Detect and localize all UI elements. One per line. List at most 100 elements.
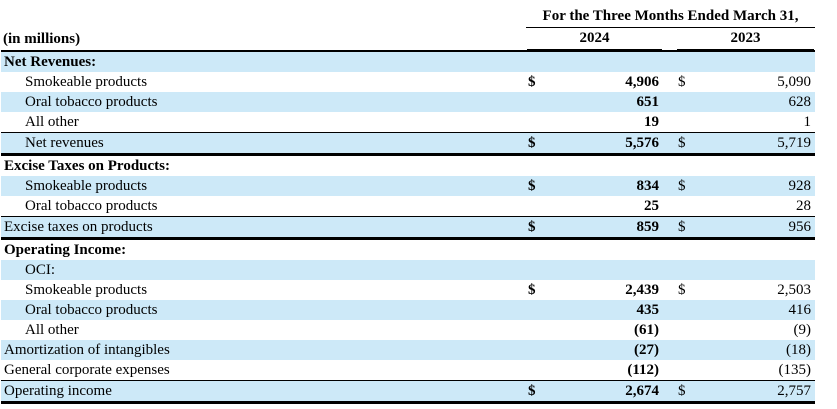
column-header-row: (in millions) 2024 2023 — [1, 28, 816, 51]
section-header-row: Excise Taxes on Products: — [1, 155, 815, 177]
currency-symbol-2023 — [676, 51, 701, 72]
table-row: Amortization of intangibles (27) (18) — [1, 340, 816, 360]
currency-symbol-2024: $ — [528, 177, 536, 194]
value-2024: 2,674 — [625, 382, 659, 399]
currency-symbol-2023 — [676, 155, 701, 177]
currency-symbol-2024 — [526, 300, 551, 320]
column-gap — [663, 112, 676, 133]
table-row: Oral tobacco products 435 416 — [1, 300, 816, 320]
table-row: Oral tobacco products 25 28 — [1, 196, 815, 217]
value-2023: (9) — [793, 321, 812, 338]
period-header-cell: For the Three Months Ended March 31, — [526, 5, 816, 28]
value-2024: 19 — [644, 113, 659, 130]
value-2023 — [701, 155, 815, 177]
section-header-row: Net Revenues: — [1, 51, 816, 72]
currency-symbol-2023 — [676, 260, 701, 280]
currency-symbol-2023 — [676, 340, 701, 360]
header-spacer — [1, 5, 526, 28]
currency-symbol-2023: $ — [678, 134, 686, 151]
value-2023: 2,503 — [777, 281, 812, 298]
financial-table: For the Three Months Ended March 31, (in… — [1, 5, 816, 404]
value-2024: 2,439 — [625, 281, 659, 298]
value-2023: 628 — [788, 93, 812, 110]
column-gap — [663, 320, 676, 340]
value-2023: 416 — [788, 301, 812, 318]
row-label: Oral tobacco products — [25, 301, 158, 318]
unit-label: (in millions) — [3, 31, 81, 47]
value-2023 — [701, 239, 815, 261]
table-row: Net revenues $5,576 $5,719 — [1, 132, 816, 155]
column-gap — [663, 155, 676, 177]
year-2024-label: 2024 — [527, 29, 662, 50]
row-label: Smokeable products — [25, 73, 148, 90]
currency-symbol-2024: $ — [528, 218, 536, 235]
currency-symbol-2023: $ — [678, 281, 686, 298]
value-2024 — [551, 155, 663, 177]
row-label: Amortization of intangibles — [4, 341, 170, 358]
column-gap — [663, 72, 676, 92]
value-2024: 859 — [636, 218, 660, 235]
row-label: Oral tobacco products — [25, 197, 158, 214]
column-gap — [663, 196, 676, 217]
currency-symbol-2024 — [526, 51, 551, 72]
value-2024: 834 — [636, 177, 660, 194]
value-2024 — [551, 239, 663, 261]
value-2024: 5,576 — [625, 134, 659, 151]
value-2024: 435 — [636, 301, 660, 318]
row-label: Excise Taxes on Products: — [4, 157, 170, 174]
currency-symbol-2024: $ — [528, 134, 536, 151]
currency-symbol-2024 — [526, 360, 551, 381]
column-gap — [663, 28, 676, 51]
currency-symbol-2024 — [526, 239, 551, 261]
column-gap — [663, 239, 676, 261]
currency-symbol-2024 — [526, 155, 551, 177]
currency-symbol-2023 — [676, 196, 701, 217]
value-2023: 956 — [788, 218, 812, 235]
row-label: All other — [25, 113, 79, 130]
column-gap — [663, 260, 676, 280]
table-row: Operating income $2,674 $2,757 — [1, 380, 816, 403]
currency-symbol-2024: $ — [528, 281, 536, 298]
value-2023: 28 — [796, 197, 812, 214]
value-2023: 5,090 — [777, 73, 812, 90]
table-row: Smokeable products $834 $928 — [1, 176, 816, 196]
value-2024: (27) — [634, 341, 659, 358]
row-label: Net Revenues: — [4, 53, 97, 70]
column-gap — [663, 381, 676, 403]
row-label: Net revenues — [25, 134, 104, 151]
row-label: Operating Income: — [4, 241, 127, 258]
currency-symbol-2023: $ — [678, 177, 686, 194]
column-gap — [663, 92, 676, 112]
table-row: Oral tobacco products 651 628 — [1, 92, 816, 112]
table-row: All other (61) (9) — [1, 320, 815, 340]
value-2023: (18) — [786, 341, 812, 358]
table-row: General corporate expenses (112) (135) — [1, 360, 815, 381]
currency-symbol-2024 — [526, 112, 551, 133]
year-2023-header: 2023 — [676, 28, 815, 51]
table-row: Excise taxes on products $859 $956 — [1, 216, 816, 239]
column-gap — [663, 340, 676, 360]
row-label: Operating income — [4, 382, 112, 399]
currency-symbol-2023: $ — [678, 382, 686, 399]
row-label: Smokeable products — [25, 281, 148, 298]
year-2024-header: 2024 — [526, 28, 663, 51]
currency-symbol-2023: $ — [678, 218, 686, 235]
value-2024: 651 — [636, 93, 660, 110]
currency-symbol-2024 — [526, 340, 551, 360]
value-2023: 928 — [788, 177, 812, 194]
column-gap — [663, 217, 676, 239]
value-2023 — [701, 260, 815, 280]
row-label: Smokeable products — [25, 177, 148, 194]
currency-symbol-2023 — [676, 239, 701, 261]
row-label: Excise taxes on products — [4, 218, 153, 235]
value-2024 — [551, 260, 663, 280]
column-gap — [663, 280, 676, 300]
table-row: OCI: — [1, 260, 816, 280]
row-label: OCI: — [25, 261, 55, 278]
currency-symbol-2023 — [676, 112, 701, 133]
period-header-row: For the Three Months Ended March 31, — [1, 5, 816, 28]
value-2024: (61) — [634, 321, 659, 338]
value-2023: 2,757 — [777, 382, 812, 399]
period-title: For the Three Months Ended March 31, — [526, 7, 816, 28]
